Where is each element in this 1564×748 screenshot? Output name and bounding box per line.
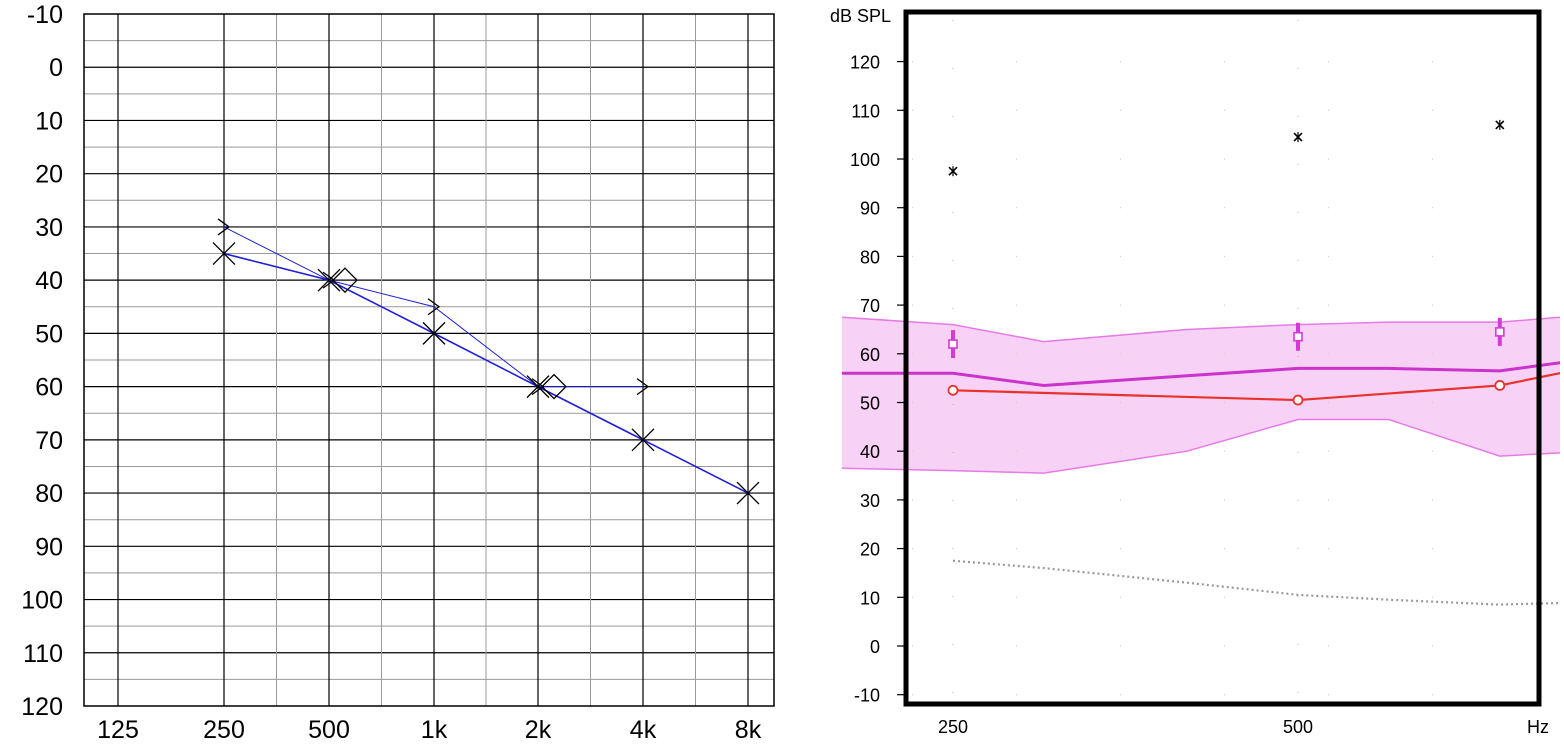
right-aided-line	[952, 372, 1560, 402]
right-x-axis-label: Hz	[1527, 717, 1549, 737]
right-y-tick-label: 120	[850, 53, 880, 73]
right-ucl-marker	[948, 166, 958, 177]
left-x-marker-stroke	[317, 268, 341, 292]
left-x-marker-stroke	[736, 481, 760, 505]
right-speech-range-mean-line	[841, 361, 1560, 387]
right-target-marker-box	[1495, 327, 1505, 337]
right-target-marker	[1293, 322, 1303, 351]
right-y-tick-label: 60	[860, 345, 880, 365]
left-y-tick-label: 30	[35, 214, 63, 242]
right-target-marker-box	[948, 339, 958, 349]
left-y-tick-label: 40	[35, 267, 63, 295]
right-aided-point	[947, 384, 959, 396]
right-y-tick-label: 40	[860, 442, 880, 462]
left-x-tick-label: 4k	[630, 716, 657, 744]
left-y-tick-label: 110	[23, 640, 63, 668]
right-y-tick-label: -10	[854, 686, 880, 706]
left-x-marker-stroke	[631, 428, 655, 452]
left-audiogram-chart: -10 0 10 20 30 40 50 60 70 80 90 100 110 120 125 250 500…	[21, 1, 775, 744]
left-x-tick-label: 8k	[735, 716, 762, 744]
right-speech-range-band	[841, 317, 1560, 474]
right-y-tick-label: 80	[860, 247, 880, 267]
left-y-tick-label: 70	[35, 427, 63, 455]
left-bracket-marker	[427, 298, 441, 316]
right-aided-point	[1292, 394, 1304, 406]
left-y-tick-label: 50	[35, 320, 63, 348]
left-bracket-marker	[531, 378, 545, 396]
left-x-marker-stroke	[212, 242, 236, 265]
right-target-marker	[948, 330, 958, 359]
left-diamond-marker	[541, 373, 567, 400]
left-plot-border	[83, 13, 775, 707]
right-target-marker-box	[1293, 331, 1303, 342]
right-y-tick-label: 30	[860, 491, 880, 511]
right-ucl-marker	[1495, 119, 1505, 130]
right-y-tick-label: 90	[860, 199, 880, 219]
left-x-tick-label: 500	[308, 716, 350, 744]
left-grid	[84, 14, 774, 706]
right-y-axis-label: dB SPL	[830, 6, 891, 26]
left-x-marker	[212, 242, 236, 265]
left-y-tick-label: 20	[35, 161, 63, 189]
left-series-x-line	[223, 252, 749, 494]
left-x-marker	[317, 268, 341, 292]
left-x-tick-label: 2k	[525, 716, 552, 744]
left-bracket-marker	[322, 271, 336, 289]
left-y-tick-label: 60	[35, 374, 63, 402]
right-y-tick-label: 50	[860, 394, 880, 414]
left-y-tick-label: -10	[27, 1, 63, 29]
right-y-tick-label: 10	[860, 588, 880, 608]
right-y-tick-label: 70	[860, 296, 880, 316]
right-y-tick-label: 100	[850, 150, 880, 170]
right-target-marker	[1495, 317, 1505, 346]
right-plot-border	[903, 9, 1542, 707]
left-y-tick-label: 90	[35, 533, 63, 561]
left-diamond-marker	[332, 267, 358, 294]
left-x-marker-stroke	[422, 321, 446, 345]
left-bracket-marker	[636, 378, 650, 396]
left-x-marker	[736, 481, 760, 505]
left-x-tick-label: 250	[203, 716, 245, 744]
right-aided-point	[1494, 380, 1506, 391]
left-x-marker	[422, 321, 446, 345]
left-x-marker	[631, 428, 655, 452]
left-x-tick-label: 1k	[421, 716, 448, 744]
right-speech-mapping-chart: -1001020304050607080901001101202505001k2…	[830, 6, 1560, 737]
left-y-tick-label: 120	[21, 693, 63, 721]
right-y-tick-label: 110	[851, 101, 880, 121]
right-x-tick-label: 500	[1283, 717, 1313, 737]
left-y-tick-label: 80	[35, 480, 63, 508]
left-series-bracket-line	[223, 226, 643, 388]
left-y-tick-label: 10	[35, 107, 63, 135]
right-y-tick-label: 20	[860, 540, 880, 560]
right-speech-range-lower-line	[841, 418, 1560, 474]
right-ucl-marker	[1293, 132, 1303, 143]
left-y-tick-label: 100	[21, 587, 63, 615]
right-y-tick-label: 0	[870, 637, 880, 657]
left-y-tick-label: 0	[49, 54, 63, 82]
left-x-marker	[526, 375, 550, 399]
left-bracket-marker	[217, 218, 231, 236]
left-x-marker-stroke	[526, 375, 550, 399]
right-x-tick-label: 250	[938, 717, 968, 737]
left-x-tick-label: 125	[97, 716, 139, 744]
